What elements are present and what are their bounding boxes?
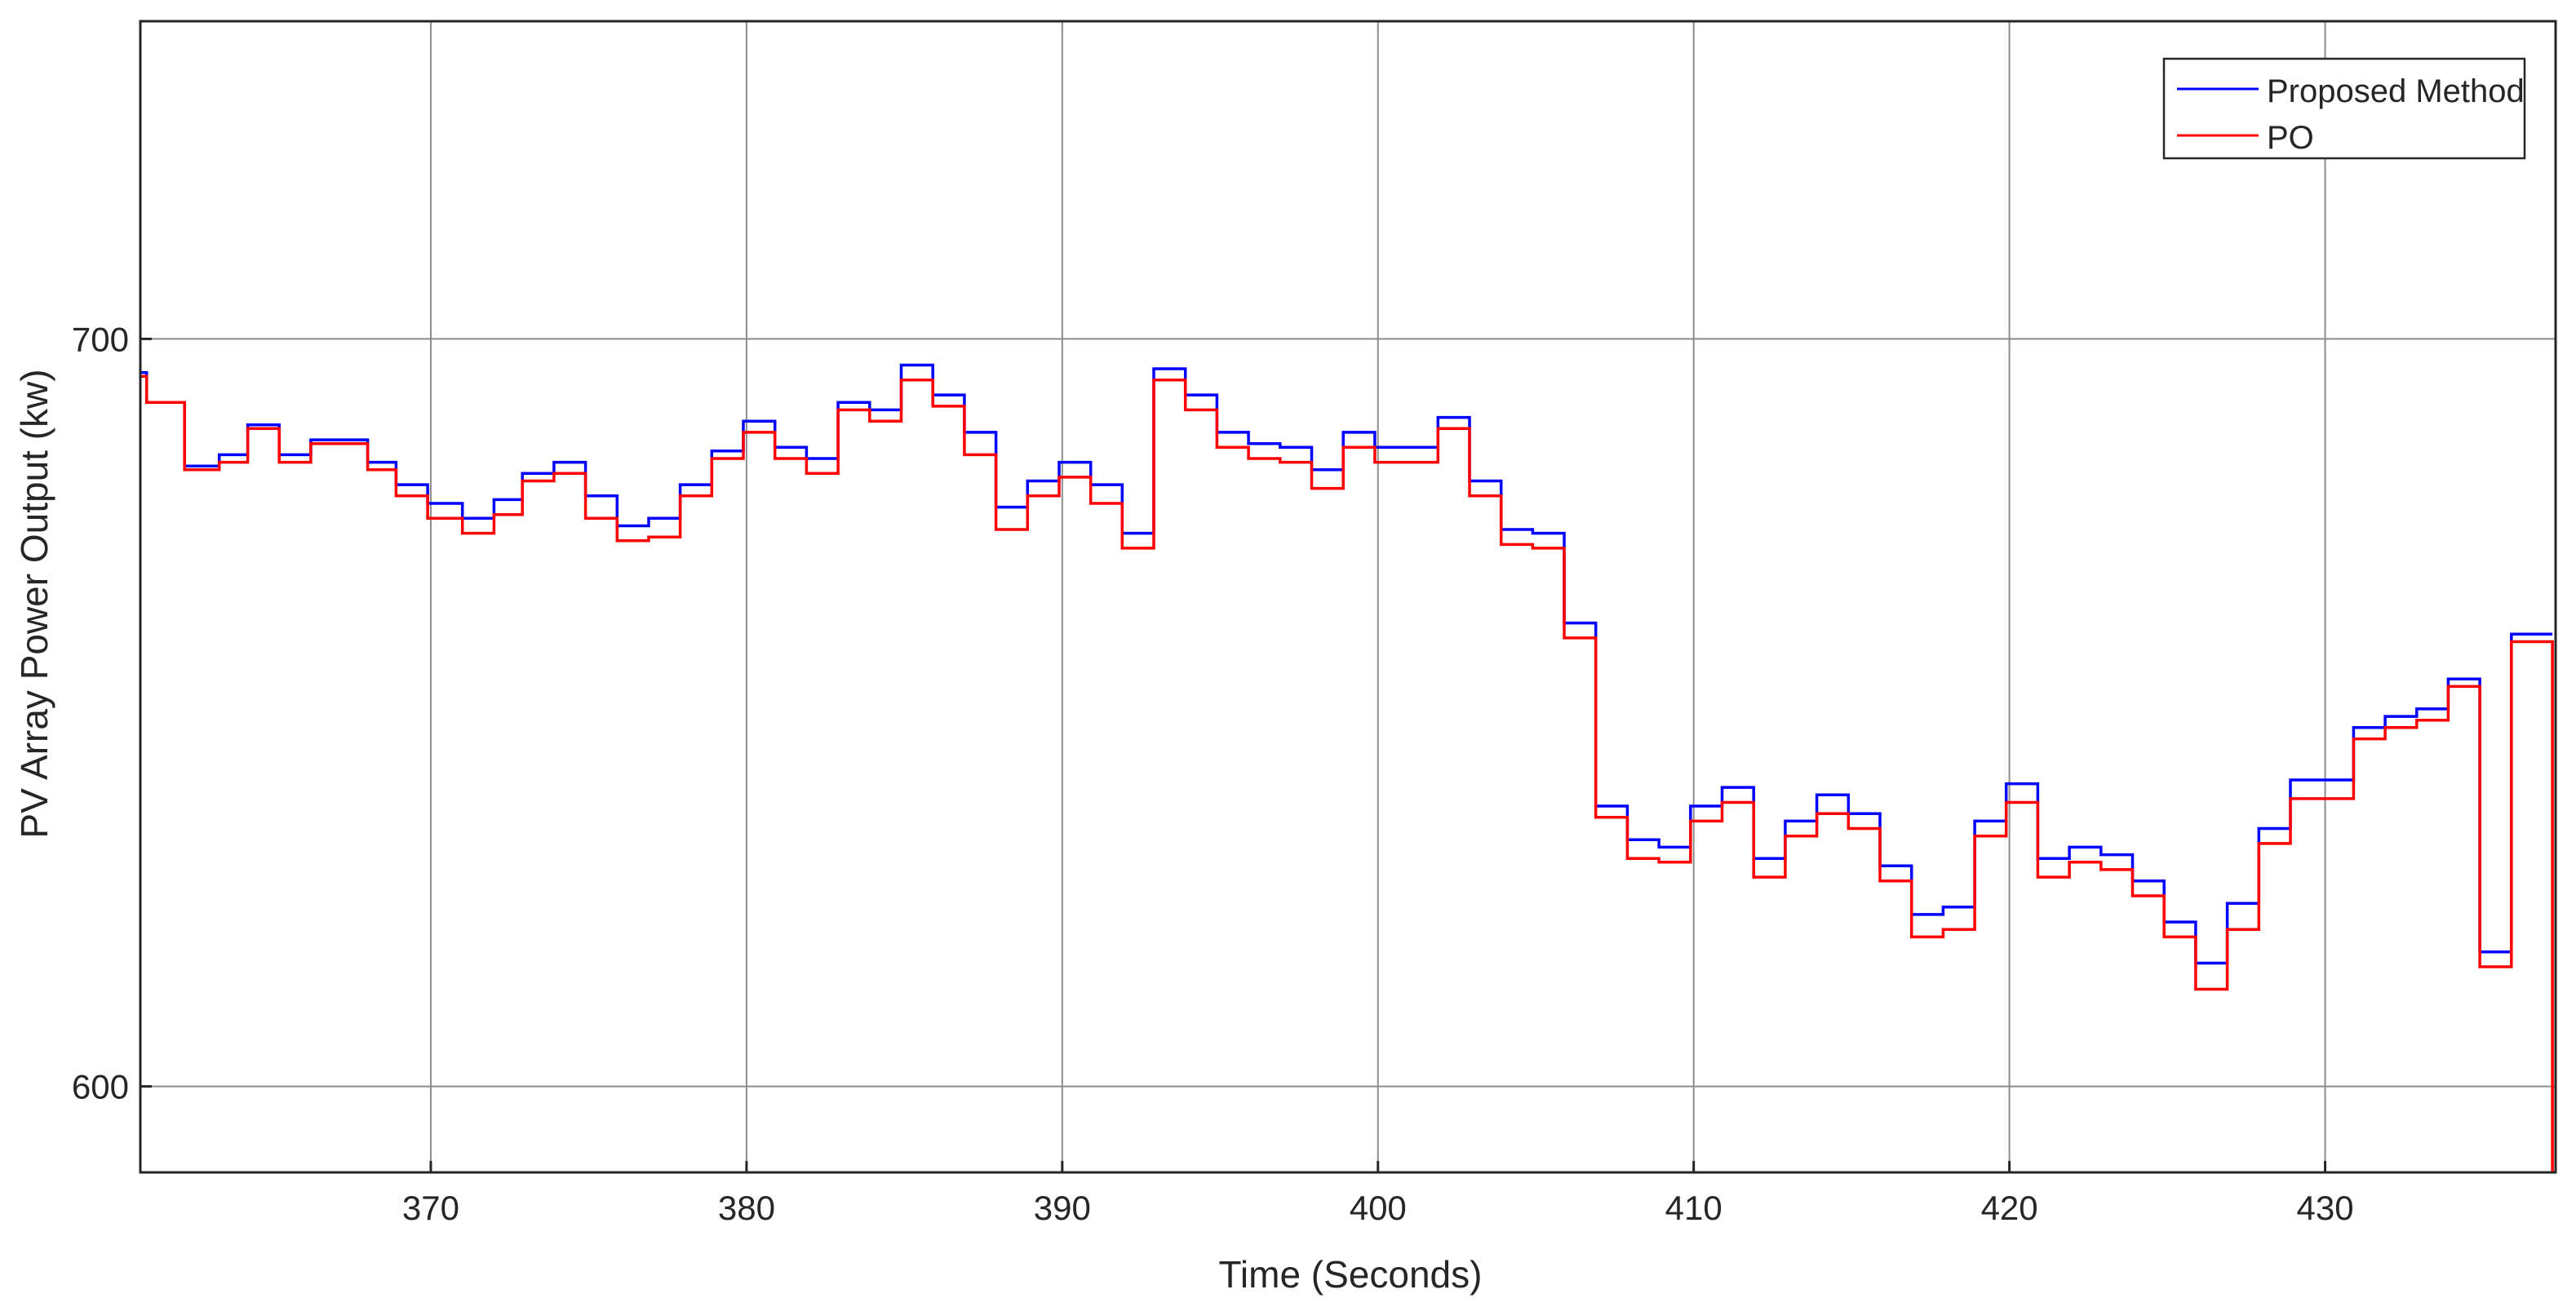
y-tick-label: 600 <box>72 1068 129 1106</box>
x-tick-label: 370 <box>402 1189 459 1227</box>
grid-lines <box>140 21 2556 1172</box>
x-tick-label: 420 <box>1981 1189 2038 1227</box>
series-layer <box>140 363 2554 1172</box>
y-axis-ticks: 600 700 <box>72 320 152 1106</box>
x-axis-label: Time (Seconds) <box>1219 1253 1483 1296</box>
legend-box <box>2162 57 2526 160</box>
y-tick-label: 700 <box>72 320 129 358</box>
x-axis-ticks: 370 380 390 400 410 420 430 <box>402 1161 2354 1227</box>
x-tick-label: 380 <box>718 1189 775 1227</box>
plot-area <box>140 21 2556 1172</box>
legend-label-proposed-method: Proposed Method <box>2267 73 2525 109</box>
series-line-po <box>140 374 2554 1172</box>
legend: Proposed Method PO <box>2162 57 2526 160</box>
y-axis-label: PV Array Power Output (kw) <box>13 369 55 838</box>
plot-frame <box>139 20 2557 1174</box>
x-tick-label: 390 <box>1034 1189 1091 1227</box>
x-tick-label: 410 <box>1665 1189 1723 1227</box>
legend-label-po: PO <box>2267 120 2314 156</box>
x-tick-label: 400 <box>1350 1189 1407 1227</box>
x-tick-label: 430 <box>2297 1189 2354 1227</box>
